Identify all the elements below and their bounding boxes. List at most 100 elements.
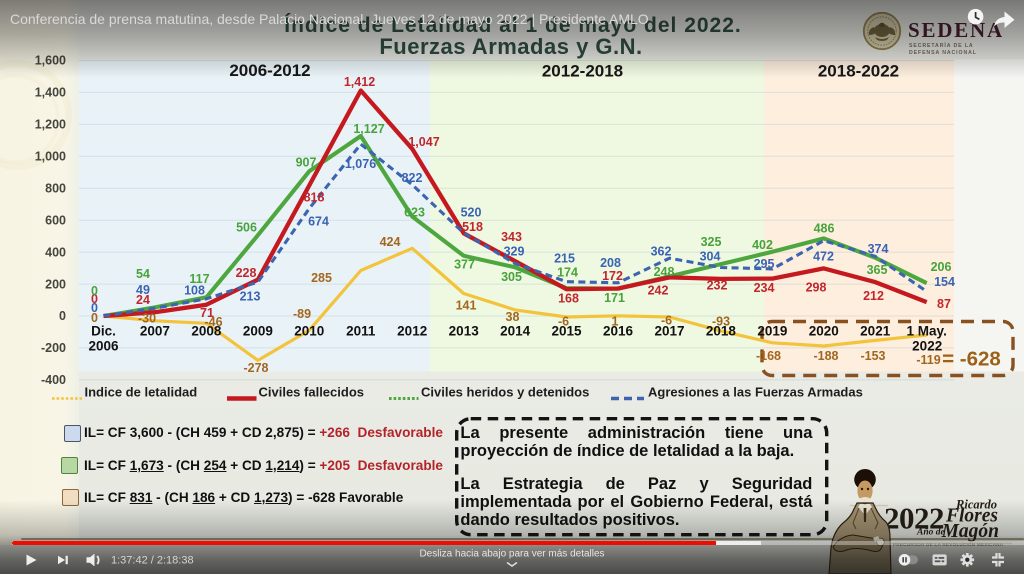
svg-text:-89: -89 [293, 307, 311, 321]
svg-text:172: 172 [602, 269, 623, 283]
svg-text:242: 242 [648, 283, 669, 297]
svg-text:2022: 2022 [912, 339, 942, 354]
svg-text:2016: 2016 [603, 324, 634, 339]
svg-text:154: 154 [934, 275, 955, 289]
svg-text:-6: -6 [661, 313, 672, 327]
svg-text:-278: -278 [243, 361, 268, 375]
svg-text:0: 0 [91, 284, 98, 298]
svg-text:-200: -200 [41, 341, 66, 355]
svg-text:1 May.: 1 May. [907, 324, 947, 339]
svg-text:234: 234 [754, 281, 775, 295]
svg-text:Agresiones a las Fuerzas Armad: Agresiones a las Fuerzas Armadas [648, 385, 863, 400]
svg-text:Indice de letalidad: Indice de letalidad [85, 385, 198, 400]
svg-text:2020: 2020 [809, 324, 839, 339]
svg-text:0: 0 [91, 311, 98, 325]
svg-text:2015: 2015 [551, 324, 582, 339]
svg-text:87: 87 [937, 297, 951, 311]
svg-text:1,200: 1,200 [35, 118, 66, 132]
svg-text:907: 907 [296, 155, 317, 169]
svg-text:-30: -30 [138, 311, 156, 325]
svg-text:-119: -119 [916, 353, 940, 367]
svg-text:424: 424 [380, 235, 401, 249]
svg-text:520: 520 [461, 205, 482, 219]
svg-text:Desliza hacia abajo para ver m: Desliza hacia abajo para ver más detalle… [419, 549, 604, 560]
svg-text:168: 168 [558, 291, 579, 305]
svg-text:2018: 2018 [706, 324, 737, 339]
svg-text:2017: 2017 [654, 324, 684, 339]
svg-text:-168: -168 [756, 349, 781, 363]
svg-text:818: 818 [304, 190, 325, 204]
svg-text:2010: 2010 [294, 324, 324, 339]
svg-text:-153: -153 [860, 349, 885, 363]
svg-text:325: 325 [701, 235, 722, 249]
svg-text:-400: -400 [41, 373, 66, 387]
svg-text:2014: 2014 [500, 324, 531, 339]
svg-text:305: 305 [501, 270, 522, 284]
svg-text:38: 38 [506, 310, 520, 324]
svg-text:54: 54 [136, 267, 150, 281]
svg-text:1:37:42 / 2:18:38: 1:37:42 / 2:18:38 [111, 555, 194, 567]
svg-text:0: 0 [91, 292, 98, 306]
svg-text:171: 171 [604, 291, 625, 305]
svg-text:-6: -6 [558, 314, 569, 328]
svg-text:374: 374 [868, 242, 889, 256]
svg-text:2006: 2006 [88, 339, 119, 354]
svg-text:208: 208 [600, 256, 621, 270]
svg-text:2011: 2011 [346, 324, 376, 339]
svg-text:= -628: = -628 [942, 348, 1001, 371]
svg-text:674: 674 [308, 214, 329, 228]
svg-text:304: 304 [700, 249, 721, 263]
svg-text:2019: 2019 [757, 324, 787, 339]
svg-text:2008: 2008 [191, 324, 222, 339]
svg-text:Civiles heridos y detenidos: Civiles heridos y detenidos [421, 385, 589, 400]
svg-text:518: 518 [462, 220, 483, 234]
svg-text:285: 285 [311, 271, 332, 285]
svg-text:71: 71 [200, 306, 214, 320]
svg-text:600: 600 [45, 213, 66, 227]
svg-text:141: 141 [456, 298, 477, 312]
svg-text:1,047: 1,047 [408, 135, 439, 149]
svg-text:2007: 2007 [140, 324, 170, 339]
svg-text:1,400: 1,400 [35, 86, 66, 100]
svg-text:2013: 2013 [449, 324, 480, 339]
svg-text:0: 0 [91, 301, 98, 315]
svg-text:228: 228 [236, 266, 257, 280]
svg-text:1,127: 1,127 [353, 122, 384, 136]
svg-text:24: 24 [136, 293, 150, 307]
svg-text:1,412: 1,412 [344, 75, 375, 89]
svg-text:486: 486 [814, 221, 835, 235]
svg-text:200: 200 [45, 277, 66, 291]
svg-text:-93: -93 [712, 314, 730, 328]
svg-text:108: 108 [184, 283, 205, 297]
svg-text:1,076: 1,076 [345, 157, 376, 171]
svg-text:213: 213 [240, 289, 261, 303]
svg-text:822: 822 [402, 171, 423, 185]
svg-text:800: 800 [45, 181, 66, 195]
svg-text:362: 362 [651, 244, 672, 258]
svg-text:506: 506 [236, 220, 257, 234]
svg-text:Dic.: Dic. [91, 324, 116, 339]
svg-text:2021: 2021 [860, 324, 891, 339]
svg-text:329: 329 [504, 244, 525, 258]
svg-text:377: 377 [454, 257, 475, 271]
svg-text:-46: -46 [204, 315, 222, 329]
svg-text:117: 117 [189, 272, 209, 286]
svg-text:0: 0 [59, 309, 66, 323]
svg-text:298: 298 [806, 280, 827, 294]
svg-text:-188: -188 [813, 349, 838, 363]
svg-text:2012: 2012 [397, 324, 427, 339]
svg-text:1: 1 [612, 314, 619, 328]
svg-text:212: 212 [863, 289, 884, 303]
svg-text:343: 343 [501, 230, 522, 244]
svg-text:Civiles fallecidos: Civiles fallecidos [259, 385, 365, 400]
svg-text:232: 232 [707, 278, 728, 292]
svg-text:365: 365 [867, 263, 888, 277]
svg-text:215: 215 [554, 251, 575, 265]
svg-text:248: 248 [654, 265, 675, 279]
svg-text:206: 206 [931, 260, 952, 274]
svg-text:402: 402 [752, 238, 773, 252]
svg-text:2009: 2009 [243, 324, 273, 339]
svg-text:400: 400 [45, 245, 66, 259]
svg-text:1,000: 1,000 [35, 150, 66, 164]
svg-text:295: 295 [754, 257, 775, 271]
